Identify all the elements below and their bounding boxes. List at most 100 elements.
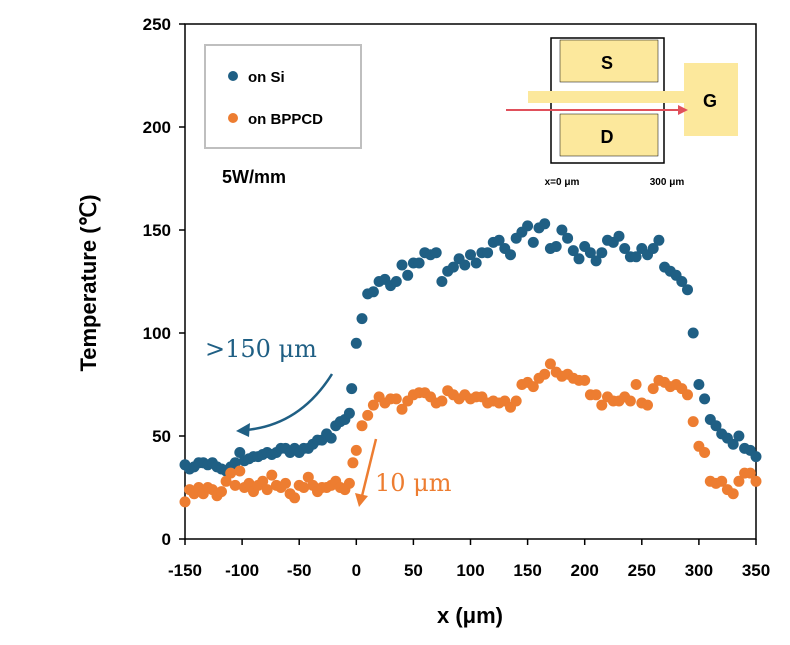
data-point-on-si: [413, 257, 425, 269]
data-point-on-bppcd: [289, 492, 301, 504]
data-point-on-si: [710, 420, 722, 432]
y-tick-label: 250: [143, 15, 171, 34]
data-point-on-bppcd: [350, 444, 362, 456]
x-tick-label: -50: [287, 561, 312, 580]
data-point-on-si: [447, 261, 459, 273]
x-axis-title: x (μm): [437, 603, 503, 628]
source-label: S: [601, 53, 613, 73]
data-point-on-bppcd: [539, 368, 551, 380]
annotation-si-text: >150 μm: [205, 335, 317, 363]
data-point-on-si: [590, 255, 602, 267]
data-point-on-si: [229, 457, 241, 469]
y-tick-label: 50: [152, 427, 171, 446]
data-point-on-bppcd: [266, 469, 278, 481]
data-point-on-si: [505, 249, 516, 261]
legend-marker-on-si: [228, 71, 238, 81]
x-tick-label: 150: [513, 561, 541, 580]
data-point-on-si: [522, 220, 534, 232]
data-point-on-si: [733, 430, 745, 442]
data-point-on-bppcd: [596, 399, 608, 411]
drain-label: D: [601, 127, 614, 147]
data-point-on-si: [750, 451, 762, 463]
x-ticks: -150 -100 -50 0 50 100 150 200 250 300 350: [168, 539, 770, 580]
data-point-on-bppcd: [647, 383, 659, 395]
data-point-on-bppcd: [216, 486, 227, 498]
data-point-on-si: [630, 251, 642, 263]
data-point-on-bppcd: [527, 381, 539, 393]
x-tick-label: 50: [404, 561, 423, 580]
annotation-si-arrow: [245, 373, 334, 432]
data-point-on-bppcd: [436, 395, 448, 407]
data-point-on-si: [687, 327, 699, 339]
data-point-on-si: [573, 253, 585, 265]
data-point-on-si: [682, 284, 693, 296]
annotation-si-arrow-head: [236, 423, 250, 437]
annotation-si: >150 μm: [205, 335, 334, 437]
data-point-on-bppcd: [733, 475, 745, 487]
x-tick-label: 100: [456, 561, 484, 580]
data-point-on-bppcd: [347, 457, 359, 469]
data-point-on-bppcd: [362, 409, 374, 421]
data-point-on-si: [482, 247, 494, 259]
data-point-on-bppcd: [367, 399, 379, 411]
data-point-on-bppcd: [716, 475, 728, 487]
data-point-on-bppcd: [544, 358, 556, 370]
data-point-on-bppcd: [280, 477, 291, 489]
device-inset: S D G x=0 μm 300 μm: [506, 37, 738, 188]
gate-pad: [684, 63, 738, 136]
annotation-bppcd: 10 μm: [355, 438, 452, 507]
data-point-on-bppcd: [356, 420, 368, 432]
data-point-on-si: [402, 269, 414, 281]
x-tick-label: 250: [628, 561, 656, 580]
data-point-on-bppcd: [750, 475, 762, 487]
data-point-on-si: [693, 379, 705, 390]
data-point-on-bppcd: [261, 484, 273, 496]
data-point-on-bppcd: [579, 374, 591, 386]
data-point-on-si: [676, 276, 688, 287]
data-point-on-si: [470, 257, 482, 269]
gate-label: G: [703, 91, 717, 111]
data-point-on-bppcd: [396, 403, 408, 415]
power-condition-label: 5W/mm: [222, 167, 286, 187]
data-point-on-bppcd: [234, 465, 246, 477]
data-point-on-si: [567, 245, 579, 257]
data-point-on-bppcd: [298, 482, 310, 493]
annotation-bppcd-text: 10 μm: [375, 469, 452, 497]
data-point-on-si: [390, 276, 402, 287]
x-tick-label: 0: [352, 561, 361, 580]
data-point-on-si: [727, 438, 739, 450]
y-tick-label: 200: [143, 118, 171, 137]
data-point-on-si: [596, 247, 608, 259]
data-point-on-bppcd: [682, 389, 693, 401]
data-point-on-si: [647, 243, 659, 254]
data-point-on-si: [613, 230, 625, 242]
legend-box: [204, 44, 362, 149]
data-point-on-bppcd: [243, 477, 255, 489]
x-tick-label: 300: [685, 561, 713, 580]
y-tick-label: 150: [143, 221, 171, 240]
data-point-on-bppcd: [727, 488, 739, 500]
y-axis-title: Temperature (℃): [76, 194, 101, 371]
data-point-on-si: [459, 259, 471, 271]
data-point-on-si: [465, 249, 476, 261]
data-point-on-si: [350, 337, 362, 349]
data-point-on-bppcd: [225, 467, 237, 479]
data-point-on-si: [527, 236, 539, 248]
data-point-on-bppcd: [220, 475, 232, 487]
data-point-on-bppcd: [257, 475, 269, 487]
data-point-on-bppcd: [642, 399, 653, 411]
x-tick-label: -100: [225, 561, 259, 580]
scan-line-arrow-head: [678, 105, 688, 115]
data-point-on-si: [584, 247, 596, 259]
data-point-on-si: [550, 241, 562, 252]
data-point-on-si: [562, 232, 574, 244]
x-tick-label: 350: [742, 561, 770, 580]
data-point-on-si: [430, 247, 442, 259]
data-point-on-bppcd: [179, 496, 191, 508]
data-point-on-bppcd: [590, 389, 602, 401]
data-point-on-si: [699, 393, 711, 405]
y-tick-label: 100: [143, 324, 171, 343]
y-tick-label: 0: [162, 530, 171, 549]
data-point-on-si: [493, 234, 505, 246]
